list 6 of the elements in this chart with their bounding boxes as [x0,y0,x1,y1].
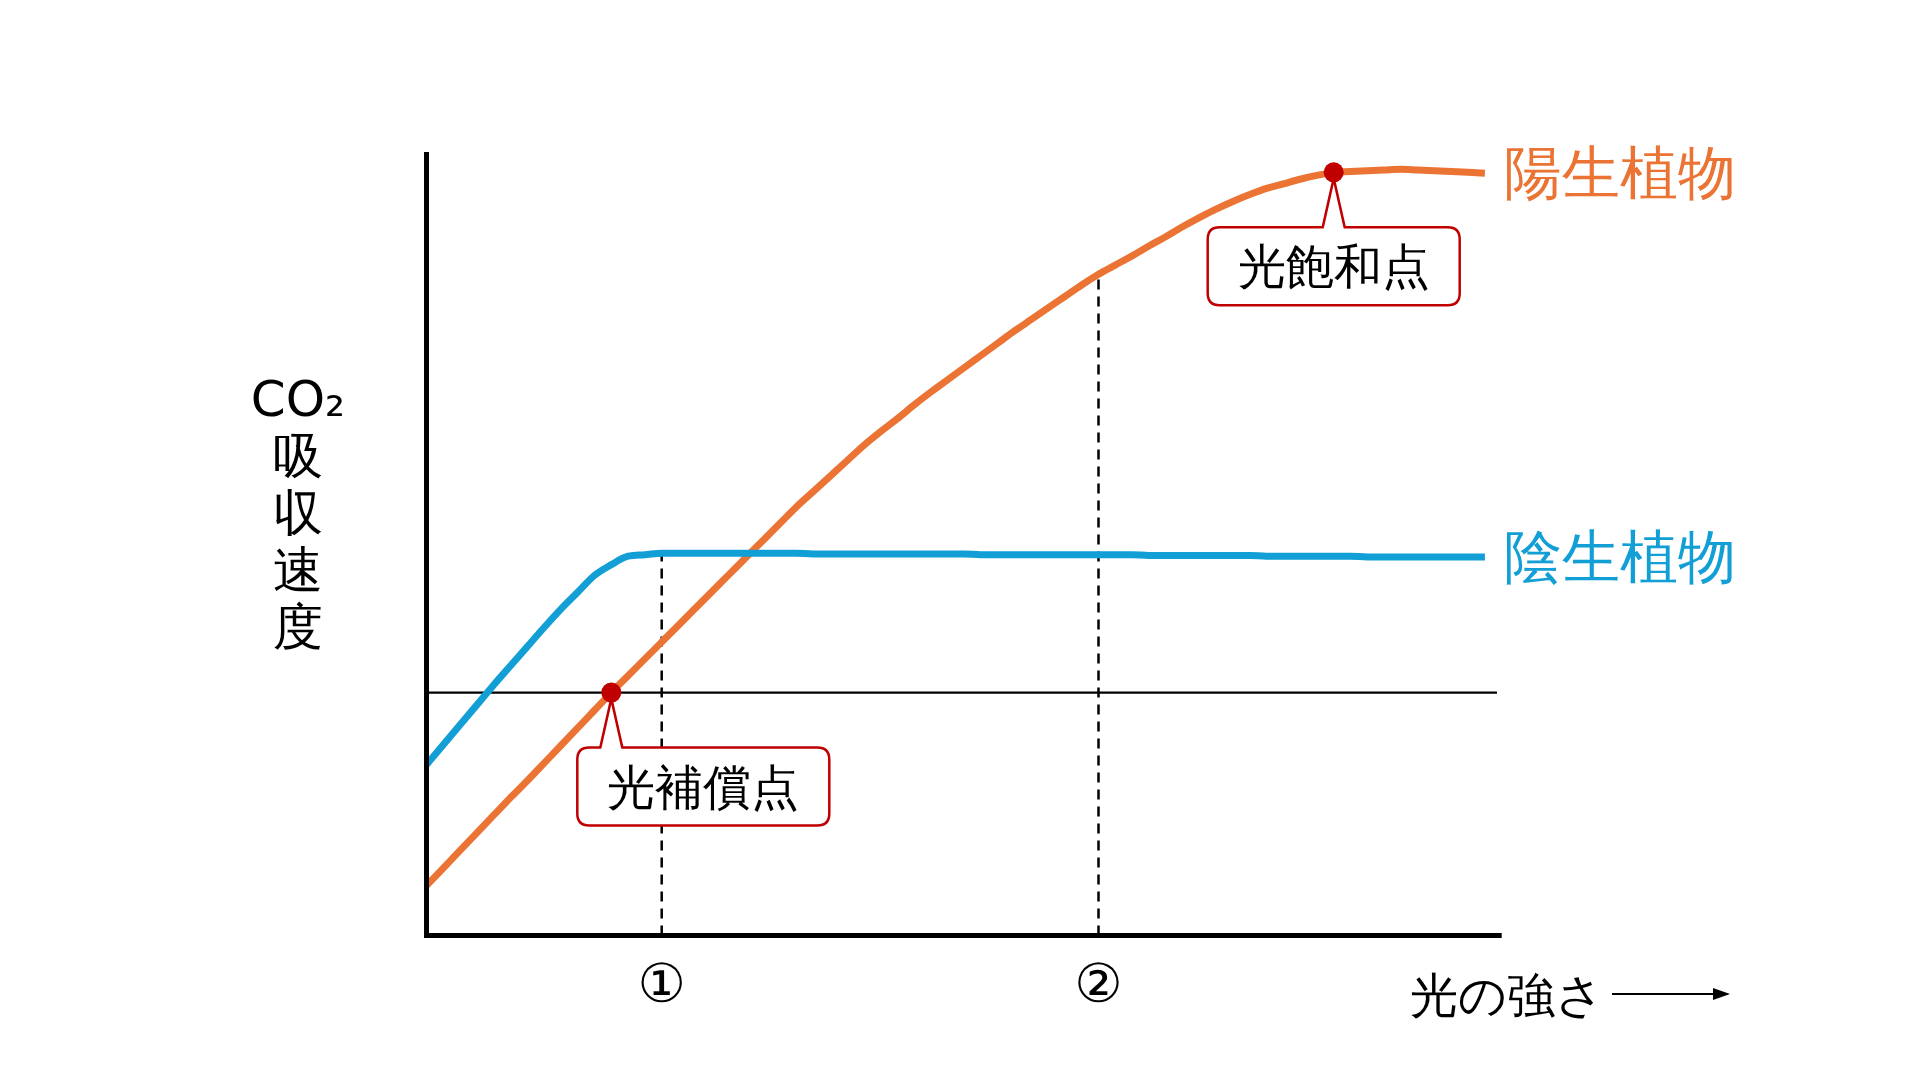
annotation: 光補償点 [607,758,800,815]
x-tick-label: ① [637,952,686,1015]
ylabel: CO₂吸収速度 [250,369,346,656]
x-tick-label: ② [1074,952,1123,1015]
xlabel: 光の強さ [1410,966,1604,1023]
annotation: 光飽和点 [1237,238,1430,295]
